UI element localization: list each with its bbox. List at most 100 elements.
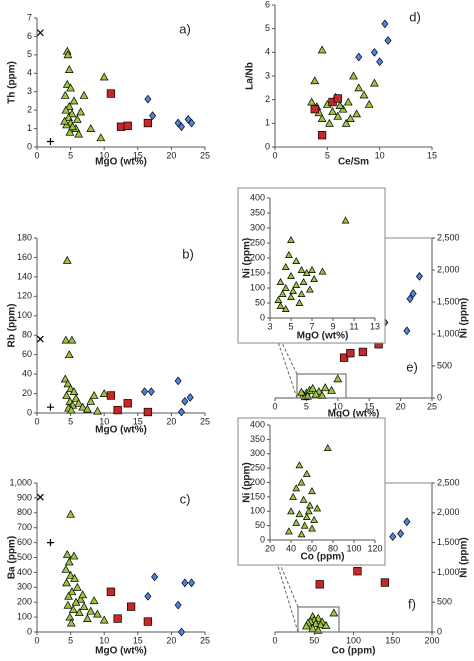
triangle-point — [297, 530, 306, 538]
triangle-point — [86, 606, 96, 615]
diamond-point — [406, 294, 414, 304]
y-tick-label: 2,500 — [437, 477, 460, 487]
triangle-point — [316, 620, 325, 629]
square-point — [339, 353, 349, 362]
triangle-point — [63, 600, 73, 609]
triangle-point — [287, 235, 295, 243]
triangle-point — [274, 295, 283, 303]
square-point — [123, 121, 132, 130]
square-point — [353, 567, 362, 576]
cross-point — [36, 29, 44, 37]
y-tick-label: 0 — [260, 312, 265, 322]
x-tick-label: 0 — [272, 635, 277, 645]
panel-label: c) — [180, 491, 191, 506]
y-tick-label: 60 — [22, 349, 32, 359]
y-axis-title: Ba (ppm) — [7, 536, 18, 579]
y-tick-label: 3 — [27, 86, 32, 96]
triangle-point — [370, 78, 379, 87]
y-tick-label: 400 — [250, 419, 265, 429]
triangle-point — [66, 618, 76, 627]
triangle-point — [99, 615, 109, 624]
y-tick-label: 180 — [17, 232, 32, 242]
triangle-point — [89, 596, 99, 605]
diamond-point — [188, 118, 196, 128]
square-point — [106, 89, 116, 98]
diamond-point — [174, 600, 182, 610]
triangle-point — [287, 507, 295, 515]
y-axis-title: Ni (ppm) — [242, 462, 253, 503]
y-tick-label: 100 — [250, 506, 265, 516]
square-point — [143, 118, 153, 128]
x-tick-label: 10 — [99, 150, 109, 160]
diamond-point — [188, 578, 196, 588]
triangle-point — [64, 101, 74, 110]
x-axis-title: Co (ppm) — [332, 646, 376, 657]
triangle-point — [78, 590, 88, 599]
triangle-point — [61, 564, 71, 573]
y-tick-label: 600 — [17, 537, 32, 547]
square-point — [317, 131, 327, 140]
square-point — [113, 614, 122, 623]
triangle-point — [308, 487, 316, 495]
panel-label: f) — [408, 596, 416, 611]
triangle-point — [60, 90, 70, 99]
triangle-point — [359, 90, 369, 99]
triangle-point — [341, 118, 351, 127]
triangle-point — [302, 512, 311, 520]
y-tick-label: 1,500 — [437, 537, 460, 547]
y-axis-title: La/Nb — [245, 62, 256, 90]
cross-point — [36, 335, 44, 343]
panel-label: e) — [406, 359, 418, 374]
y-tick-label: 900 — [17, 492, 32, 502]
x-tick-label: 13 — [370, 321, 380, 331]
y-tick-label: 1 — [265, 118, 270, 128]
triangle-point — [317, 114, 327, 122]
diamond-point — [144, 94, 152, 104]
triangle-point — [302, 621, 311, 630]
triangle-point — [349, 71, 358, 80]
x-tick-label: 10 — [99, 416, 109, 426]
triangle-point — [76, 107, 86, 116]
inset-chart: 20 40 60 80 100 120 0 50 100 150 200 250 300 350 400 Co… — [237, 417, 386, 566]
y-tick-label: 300 — [17, 582, 32, 592]
diamond-point — [181, 396, 189, 406]
y-tick-label: 6 — [265, 0, 270, 9]
triangle-point — [320, 383, 330, 392]
y-tick-label: 300 — [250, 222, 265, 232]
y-axis-title: Rb (ppm) — [7, 304, 18, 348]
triangle-point — [289, 492, 297, 500]
y-tick-label: 1,500 — [437, 296, 460, 306]
triangle-point — [66, 509, 75, 518]
y-tick-label: 50 — [255, 297, 265, 307]
y-tick-label: 5 — [27, 49, 32, 59]
y-tick-label: 0 — [27, 141, 32, 151]
triangle-point — [93, 406, 102, 415]
triangle-point — [285, 250, 293, 258]
triangle-point — [67, 109, 77, 118]
panel-label: b) — [182, 246, 194, 261]
triangle-point — [308, 265, 316, 273]
zoom-box — [297, 606, 340, 633]
triangle-point — [83, 614, 92, 622]
diamond-point — [147, 387, 155, 396]
diamond-point — [409, 289, 417, 299]
y-tick-label: 40 — [22, 368, 32, 378]
y-tick-label: 1,000 — [9, 477, 32, 487]
x-tick-label: 7 — [309, 321, 314, 331]
x-axis-title: Co (ppm) — [301, 552, 345, 563]
square-point — [126, 602, 136, 611]
triangle-point — [285, 527, 293, 535]
x-axis-title: MgO (wt%) — [95, 646, 147, 657]
y-tick-label: 150 — [250, 491, 265, 501]
diamond-point — [186, 393, 194, 402]
chart-panel: 0 5 10 15 0 1 2 3 4 5 6 Ce/Sm La/Nb d) — [245, 0, 437, 168]
y-tick-label: 1,000 — [437, 328, 460, 338]
diamond-point — [174, 376, 182, 386]
square-point — [380, 578, 390, 587]
x-tick-label: 9 — [330, 321, 335, 331]
square-point — [106, 587, 116, 596]
panel-label: d) — [409, 9, 421, 24]
square-point — [113, 405, 122, 415]
diamond-point — [149, 111, 157, 121]
